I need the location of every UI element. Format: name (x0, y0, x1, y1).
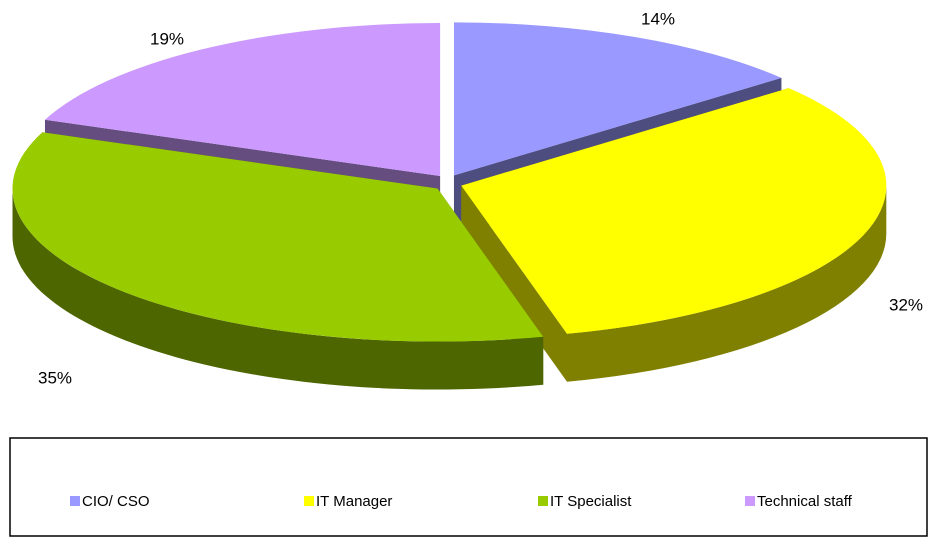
legend-label: IT Manager (316, 493, 392, 510)
legend-swatch (70, 496, 80, 506)
slice-top (453, 22, 782, 176)
slice-top (12, 132, 544, 342)
slice-top (461, 88, 887, 334)
legend-swatch (745, 496, 755, 506)
slice-top (44, 23, 441, 177)
data-label: 35% (38, 368, 72, 387)
slice (461, 88, 887, 382)
slice-face (461, 185, 568, 382)
slice (12, 132, 544, 390)
data-label: 19% (150, 29, 184, 48)
legend-label: IT Specialist (550, 493, 632, 510)
legend-swatch (538, 496, 548, 506)
legend-label: CIO/ CSO (82, 493, 150, 510)
slice-side (12, 188, 544, 390)
legend-swatch (304, 496, 314, 506)
legend-label: Technical staff (757, 493, 853, 510)
legend-box (9, 437, 928, 537)
slice-side (567, 185, 887, 382)
data-label: 32% (889, 295, 923, 314)
data-label: 14% (641, 9, 675, 28)
